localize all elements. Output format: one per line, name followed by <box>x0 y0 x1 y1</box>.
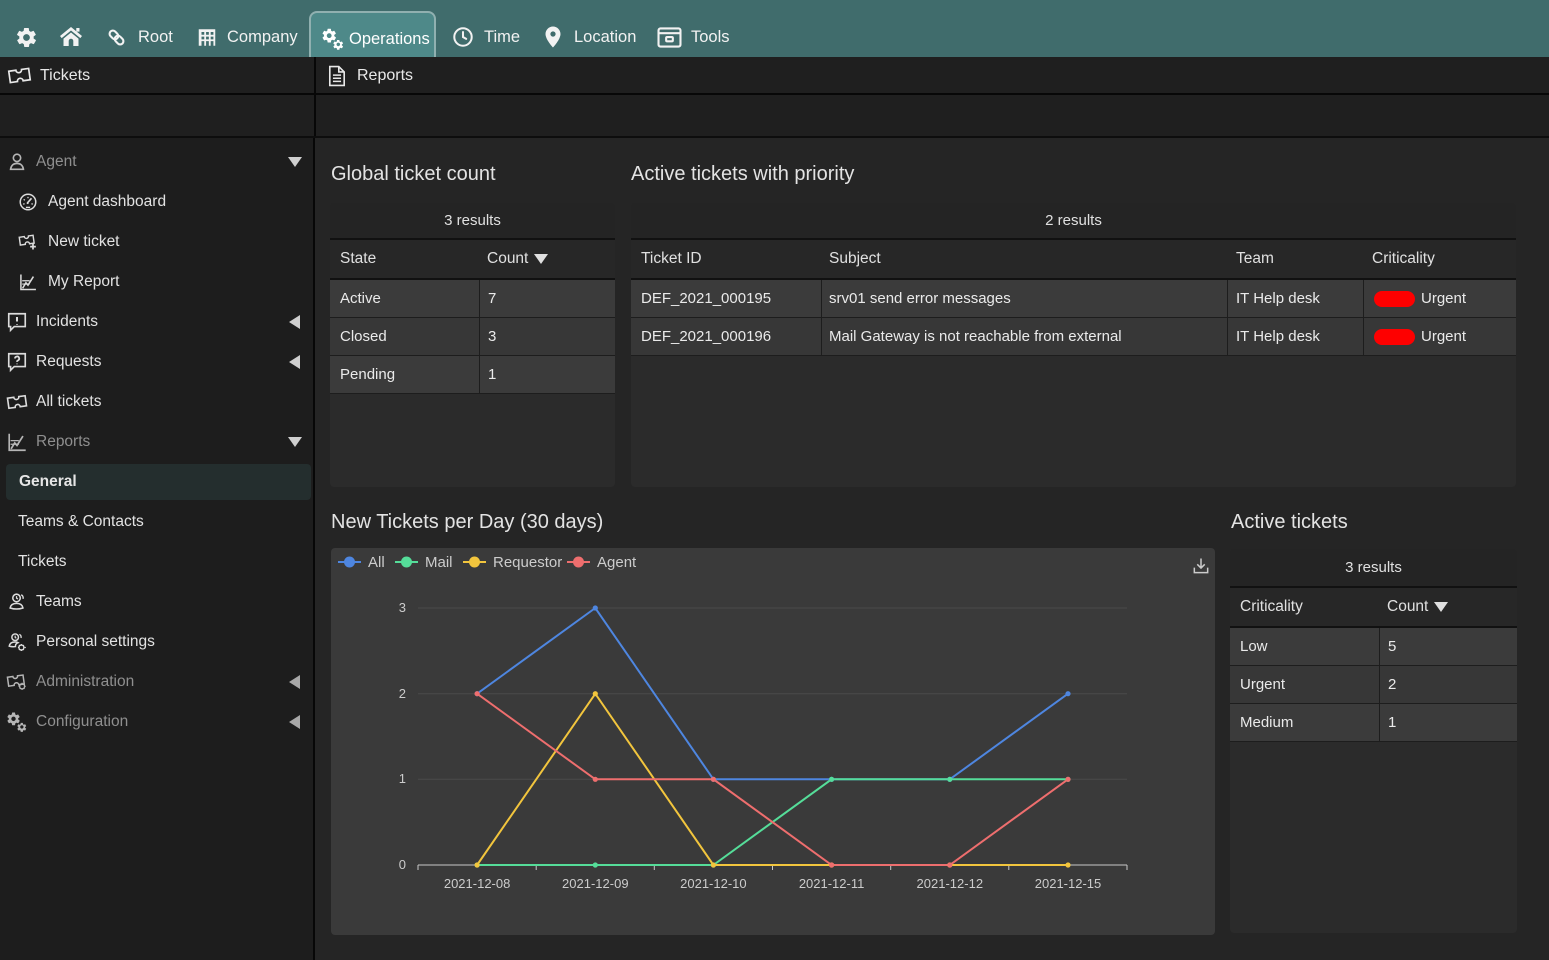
svg-text:1: 1 <box>399 771 406 786</box>
svg-text:2021-12-12: 2021-12-12 <box>917 876 984 891</box>
svg-text:2: 2 <box>399 686 406 701</box>
svg-text:2021-12-15: 2021-12-15 <box>1035 876 1102 891</box>
svg-text:2021-12-08: 2021-12-08 <box>444 876 511 891</box>
svg-text:2021-12-11: 2021-12-11 <box>799 876 865 891</box>
svg-text:0: 0 <box>399 857 406 872</box>
svg-text:3: 3 <box>399 600 406 615</box>
svg-text:2021-12-09: 2021-12-09 <box>562 876 629 891</box>
svg-text:2021-12-10: 2021-12-10 <box>680 876 747 891</box>
